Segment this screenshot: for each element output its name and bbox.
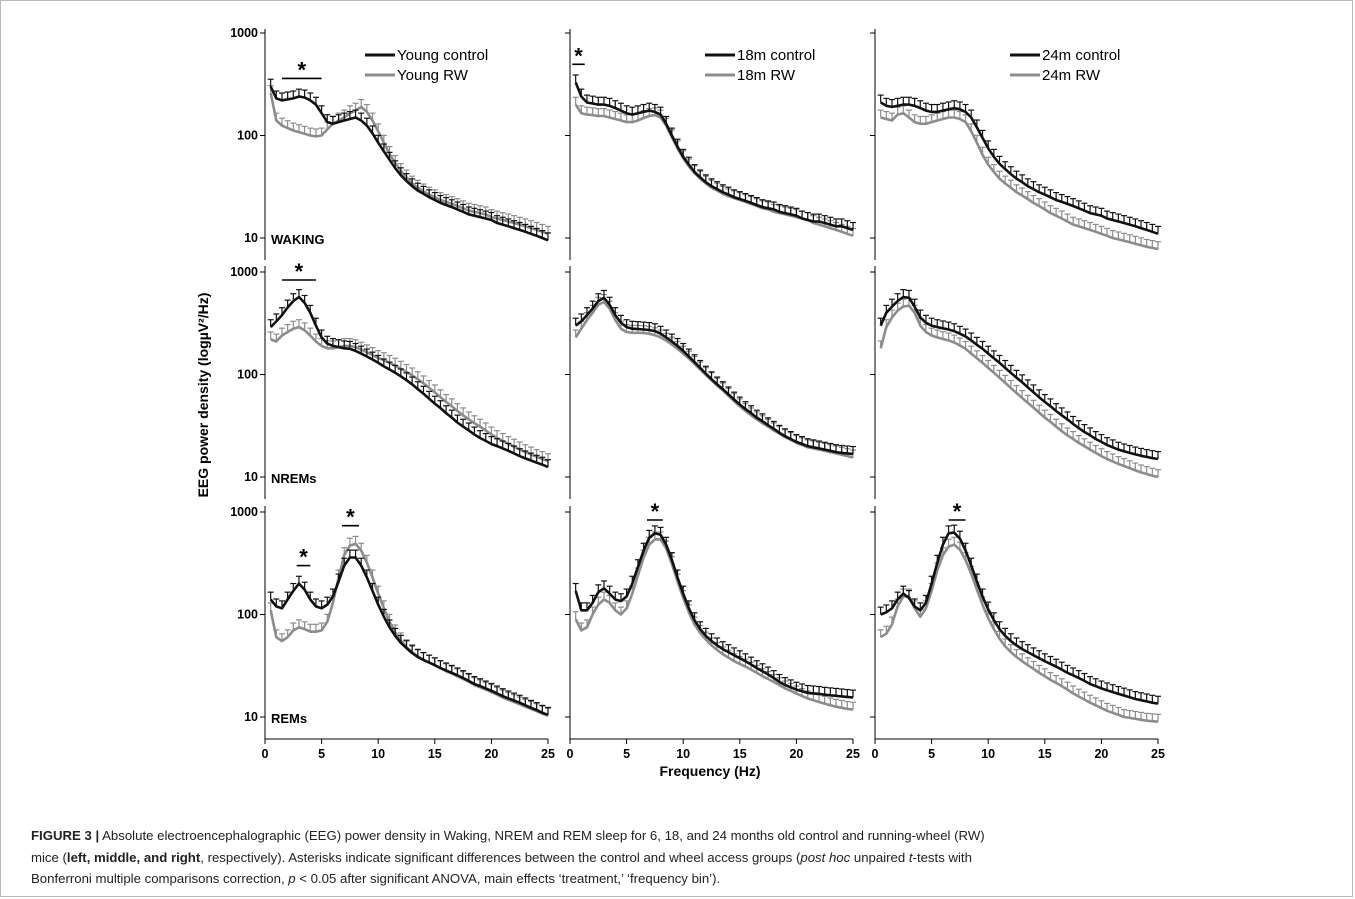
panel-18m-nrems (565, 266, 856, 499)
x-tick-label: 10 (371, 747, 385, 761)
caption-text-2e: unpaired (850, 849, 909, 865)
x-tick-label: 0 (567, 747, 574, 761)
series-line-control (879, 295, 1159, 461)
x-tick-label: 15 (428, 747, 442, 761)
y-tick-label: 10 (244, 470, 258, 484)
y-tick-label: 100 (237, 129, 258, 143)
row-label: REMs (271, 711, 307, 726)
legend-label: 24m RW (1042, 67, 1101, 84)
caption-text-2g: -tests with (912, 849, 972, 865)
significance-asterisk: * (295, 259, 304, 284)
significance-asterisk: * (953, 499, 962, 524)
series-line-control (269, 556, 549, 717)
x-tick-label: 0 (872, 747, 879, 761)
caption-italic-p: p (288, 871, 296, 886)
series-line-control (269, 295, 549, 469)
row-label: NREMs (271, 471, 317, 486)
x-tick-label: 0 (262, 747, 269, 761)
significance-asterisk: * (574, 43, 583, 68)
y-tick-label: 100 (237, 368, 258, 382)
x-tick-label: 25 (541, 747, 555, 761)
series-line-control (574, 81, 854, 232)
panel-24m-waking: 24m control 24m RW (870, 29, 1161, 260)
x-tick-label: 20 (484, 747, 498, 761)
caption-line-3: Bonferroni multiple comparisons correcti… (31, 868, 1331, 890)
caption-text-2c: , respectively). Asterisks indicate sign… (200, 849, 801, 865)
significance-asterisk: * (651, 499, 660, 524)
significance-asterisk: * (298, 57, 307, 82)
legend-label: 24m control (1042, 47, 1120, 64)
caption-line-2: mice (left, middle, and right, respectiv… (31, 847, 1331, 869)
x-tick-label: 10 (981, 747, 995, 761)
series-line-rw (879, 304, 1159, 479)
series-line-rw (574, 300, 854, 459)
x-axis-title: Frequency (Hz) (659, 763, 760, 779)
panel-24m-nrems (870, 266, 1161, 499)
caption-text-2a: mice ( (31, 849, 67, 865)
series-line-rw (880, 111, 1159, 251)
caption-text-3a: Bonferroni multiple comparisons correcti… (31, 871, 289, 886)
significance-asterisk: * (299, 545, 308, 570)
panel-18m-rems: 0 5 10 15 20 25 * (565, 499, 860, 761)
caption-bold-panels: left, middle, and right (66, 849, 201, 865)
caption-label: FIGURE 3 | (31, 828, 100, 843)
legend-label: Young control (397, 47, 488, 64)
series-line-rw (269, 542, 549, 717)
x-tick-label: 15 (1038, 747, 1052, 761)
y-tick-label: 10 (244, 710, 258, 724)
y-tick-label: 1000 (230, 26, 258, 40)
x-tick-label: 20 (1094, 747, 1108, 761)
series-line-control (269, 86, 549, 242)
x-tick-label: 10 (676, 747, 690, 761)
x-tick-label: 25 (1151, 747, 1165, 761)
panel-24m-rems: 0 5 10 15 20 25 * (870, 499, 1165, 761)
caption-line-1: FIGURE 3 | Absolute electroencephalograp… (31, 825, 1331, 847)
panel-young-nrems: 1000 100 10 NREMs * (230, 259, 551, 499)
y-tick-label: 1000 (230, 265, 258, 279)
x-tick-label: 5 (623, 747, 630, 761)
legend-label: Young RW (397, 67, 469, 84)
row-label: WAKING (271, 232, 324, 247)
y-tick-label: 100 (237, 608, 258, 622)
x-tick-label: 25 (846, 747, 860, 761)
y-tick-label: 1000 (230, 505, 258, 519)
caption-text-1: Absolute electroencephalographic (EEG) p… (102, 828, 985, 843)
caption-text-3c: < 0.05 after significant ANOVA, main eff… (295, 871, 721, 886)
series-line-rw (269, 92, 549, 236)
series-line-control (574, 296, 854, 456)
panel-18m-waking: * 18m control 18m RW (565, 29, 856, 260)
series-line-control (880, 531, 1159, 705)
x-tick-label: 5 (928, 747, 935, 761)
figure-caption: FIGURE 3 | Absolute electroencephalograp… (31, 825, 1331, 890)
series-line-control (880, 101, 1159, 236)
series-line-rw (880, 543, 1159, 723)
series-line-rw (574, 538, 854, 711)
panel-young-waking: 1000 100 10 WAKING * Young control Young RW (230, 26, 551, 260)
x-tick-label: 15 (733, 747, 747, 761)
caption-italic-posthoc: post hoc (800, 849, 851, 865)
legend-label: 18m RW (737, 67, 796, 84)
x-tick-label: 20 (789, 747, 803, 761)
x-tick-label: 5 (318, 747, 325, 761)
series-line-control (574, 531, 854, 699)
series-line-rw (270, 325, 549, 463)
legend-label: 18m control (737, 47, 815, 64)
y-tick-label: 10 (244, 231, 258, 245)
y-axis-title: EEG power density (logµV²/Hz) (195, 293, 211, 498)
caption-italic-t: t (908, 849, 913, 865)
significance-asterisk: * (346, 505, 355, 530)
